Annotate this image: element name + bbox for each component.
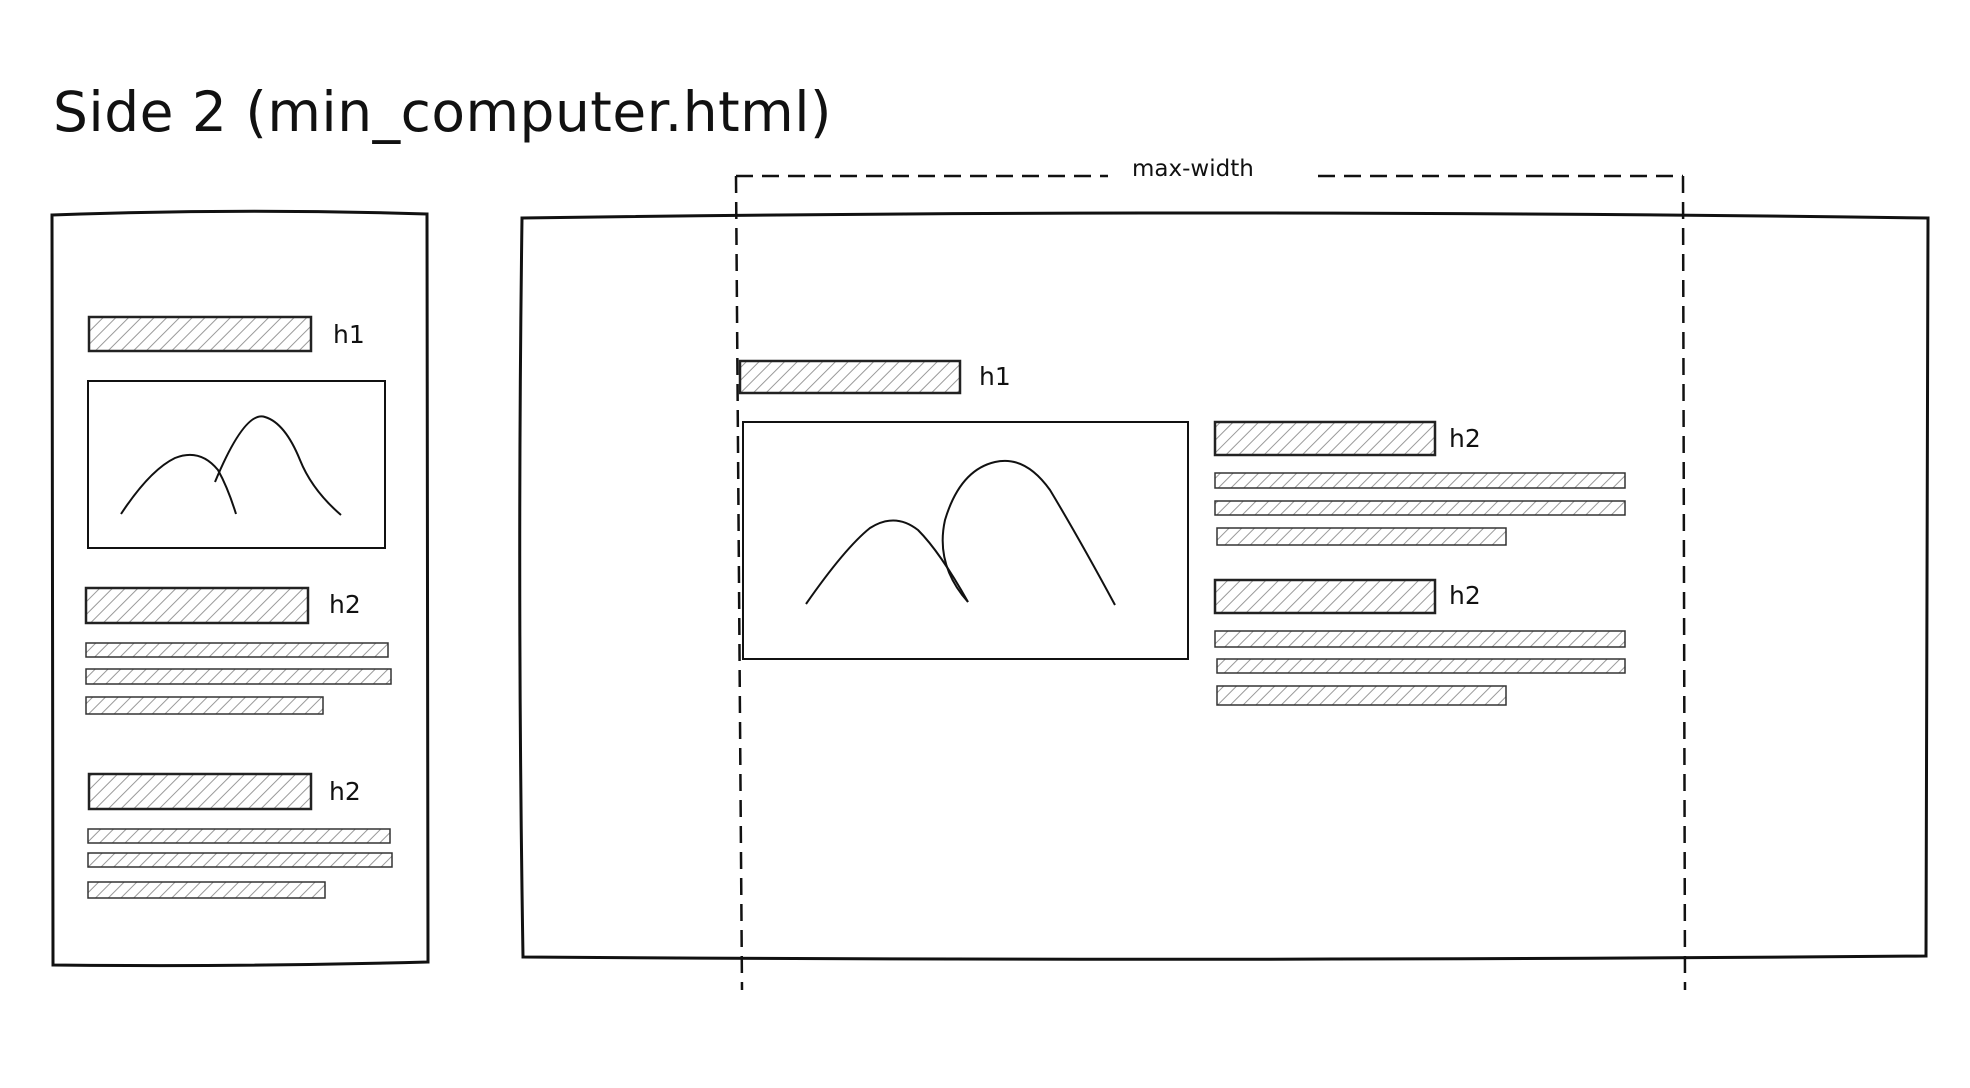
desktop-text-line [1214, 472, 1626, 489]
desktop-h2-bar-1 [1213, 420, 1437, 457]
desktop-text-line [1214, 500, 1626, 516]
mobile-text-line [85, 696, 324, 715]
mobile-h2-bar-1 [84, 586, 310, 625]
desktop-text-line [1214, 630, 1626, 648]
desktop-frame: max-width h1 h2 h2 [518, 156, 1930, 991]
mountain-small-icon [805, 519, 969, 605]
mobile-text-line [87, 881, 326, 899]
max-width-guide: max-width [734, 156, 1687, 991]
mobile-image-placeholder [87, 380, 386, 549]
desktop-h1-label: h1 [979, 362, 1011, 391]
mobile-text-line [85, 642, 389, 658]
desktop-h2-label-1: h2 [1449, 424, 1481, 453]
mobile-h2-label-2: h2 [329, 777, 361, 806]
desktop-frame-border [518, 211, 1930, 961]
mountain-large-icon [941, 459, 1116, 606]
mobile-text-line [85, 668, 392, 685]
mobile-text-line [87, 852, 393, 868]
mobile-h2-label-1: h2 [329, 590, 361, 619]
mobile-frame-border [50, 209, 430, 968]
mountain-large-icon [214, 415, 342, 516]
desktop-h2-bar-2 [1213, 578, 1437, 615]
mobile-frame: h1 h2 h2 [50, 209, 430, 968]
desktop-text-line [1216, 658, 1626, 674]
mobile-h2-bar-2 [87, 772, 313, 811]
mountain-small-icon [120, 454, 237, 515]
mobile-h1-label: h1 [333, 320, 365, 349]
page-title: Side 2 (min_computer.html) [53, 80, 832, 144]
mobile-text-line [87, 828, 391, 844]
desktop-h1-bar [738, 359, 962, 395]
desktop-h2-label-2: h2 [1449, 581, 1481, 610]
max-width-label: max-width [1132, 156, 1254, 182]
desktop-image-placeholder [742, 421, 1189, 660]
mobile-h1-bar [87, 315, 313, 353]
desktop-text-line [1216, 527, 1507, 546]
desktop-text-line [1216, 685, 1507, 706]
